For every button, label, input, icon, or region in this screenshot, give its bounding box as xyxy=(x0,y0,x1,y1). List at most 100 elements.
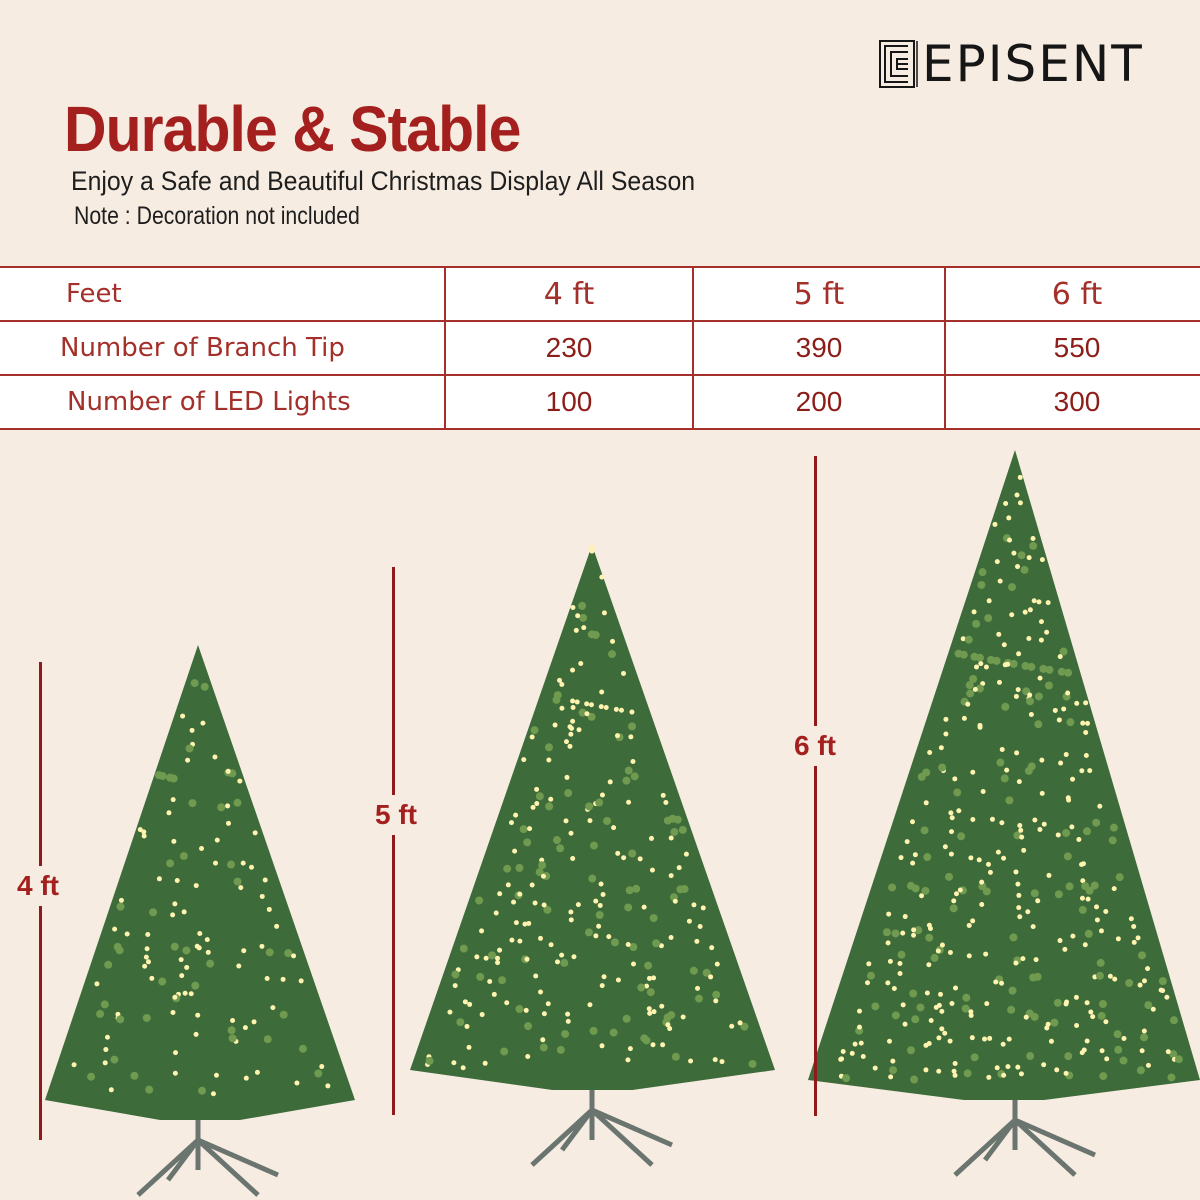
led-light xyxy=(939,1008,945,1014)
led-light xyxy=(1104,1056,1110,1062)
height-label-4ft: 4 ft xyxy=(17,866,59,906)
led-light xyxy=(178,957,184,963)
branch-tip xyxy=(970,1053,979,1062)
led-light xyxy=(172,901,178,907)
led-light xyxy=(570,667,576,673)
led-light xyxy=(927,750,933,756)
led-light xyxy=(1018,827,1024,833)
led-light xyxy=(1141,1028,1147,1034)
led-light xyxy=(479,1012,485,1018)
led-light xyxy=(948,810,954,816)
led-light xyxy=(1080,878,1086,884)
branch-tip xyxy=(87,1072,96,1081)
led-light xyxy=(952,776,958,782)
led-light xyxy=(646,1006,652,1012)
led-light xyxy=(599,792,605,798)
branch-tip xyxy=(992,656,1001,665)
branch-tip xyxy=(130,1071,139,1080)
led-light xyxy=(1094,917,1100,923)
led-light xyxy=(270,1005,276,1011)
branch-tip xyxy=(673,815,682,824)
led-light xyxy=(563,818,569,824)
led-light xyxy=(204,937,210,943)
led-light xyxy=(621,670,627,676)
branch-tip xyxy=(564,789,573,798)
led-light xyxy=(630,758,636,764)
led-light xyxy=(1099,1048,1105,1054)
led-light xyxy=(1076,837,1082,843)
led-light xyxy=(1062,946,1068,952)
branch-tip xyxy=(524,1022,533,1031)
branch-tip xyxy=(624,766,633,775)
branch-tip xyxy=(591,631,600,640)
branch-tip xyxy=(587,712,596,721)
branch-tip xyxy=(166,859,175,868)
led-light xyxy=(625,1057,631,1063)
led-light xyxy=(607,779,613,785)
led-light xyxy=(179,973,185,979)
branch-tip xyxy=(228,1034,237,1043)
led-light xyxy=(909,819,915,825)
led-light xyxy=(254,1069,260,1075)
led-light xyxy=(509,937,515,943)
led-light xyxy=(1038,619,1044,625)
led-light xyxy=(647,1010,653,1016)
led-light xyxy=(1064,999,1070,1005)
led-light xyxy=(588,702,594,708)
branch-tip xyxy=(579,613,588,622)
led-light xyxy=(891,985,897,991)
led-light xyxy=(1103,1019,1109,1025)
led-light xyxy=(912,852,918,858)
led-light xyxy=(952,1072,958,1078)
led-light xyxy=(573,627,579,633)
led-light xyxy=(660,1042,666,1048)
led-light xyxy=(1057,938,1063,944)
led-light xyxy=(212,754,218,760)
led-light xyxy=(686,918,692,924)
branch-tip xyxy=(1083,827,1092,836)
led-light xyxy=(1039,557,1045,563)
led-light xyxy=(999,820,1005,826)
branch-tip xyxy=(1115,873,1124,882)
led-light xyxy=(999,747,1005,753)
led-light xyxy=(156,876,162,882)
led-light xyxy=(614,733,620,739)
led-light xyxy=(568,830,574,836)
branch-tip xyxy=(589,841,598,850)
led-light xyxy=(865,980,871,986)
led-light xyxy=(1070,933,1076,939)
led-light xyxy=(961,715,967,721)
branch-tip xyxy=(748,1059,757,1068)
branch-tip xyxy=(170,942,179,951)
branch-tip xyxy=(965,681,974,690)
branch-tip xyxy=(543,905,552,914)
branch-tip xyxy=(1005,796,1014,805)
led-light xyxy=(118,897,124,903)
led-light xyxy=(193,1031,199,1037)
led-light xyxy=(1041,1062,1047,1068)
led-light xyxy=(977,722,983,728)
branch-tip xyxy=(1045,665,1054,674)
branch-tip xyxy=(227,1026,236,1035)
branch-tip xyxy=(957,832,966,841)
branch-tip xyxy=(1030,889,1039,898)
led-light xyxy=(992,521,998,527)
led-light xyxy=(969,1035,975,1041)
led-light xyxy=(658,943,664,949)
led-light xyxy=(596,923,602,929)
branch-tip xyxy=(630,772,639,781)
led-light xyxy=(983,664,989,670)
led-light xyxy=(923,1067,929,1073)
led-light xyxy=(1011,550,1017,556)
branch-tip xyxy=(1062,828,1071,837)
branch-tip xyxy=(1021,661,1030,670)
branch-tip xyxy=(545,802,554,811)
led-light xyxy=(241,948,247,954)
row-label: Feet xyxy=(0,267,446,322)
led-light xyxy=(447,1009,453,1015)
led-light xyxy=(94,981,100,987)
branch-tip xyxy=(909,989,918,998)
led-light xyxy=(949,1000,955,1006)
led-light xyxy=(541,1011,547,1017)
led-light xyxy=(291,953,297,959)
